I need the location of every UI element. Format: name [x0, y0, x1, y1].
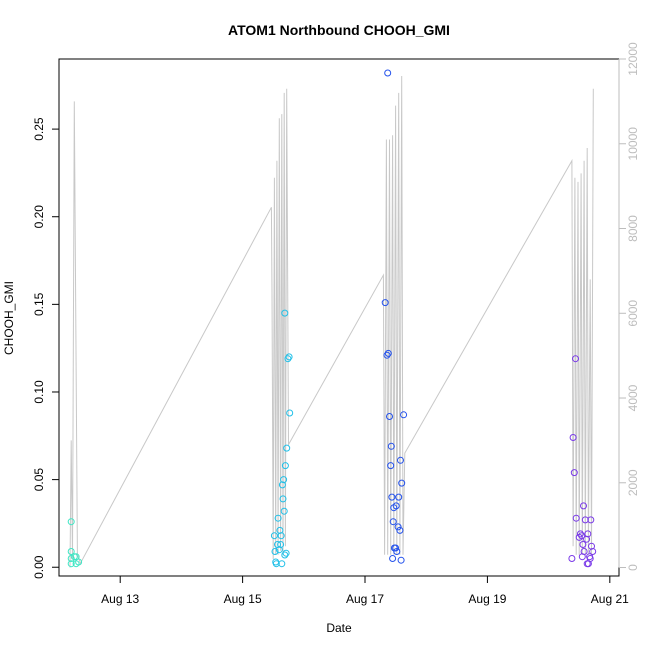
y-tick-label: 0.05 — [32, 468, 46, 492]
data-point-series-3 — [387, 442, 395, 450]
data-point-series-2 — [278, 481, 286, 489]
data-point-series-4 — [584, 530, 592, 538]
plot-area-frame — [58, 58, 620, 577]
y-axis: 0.00 0.05 0.10 0.15 0.20 0.25 — [32, 117, 60, 579]
data-point-series-4 — [569, 434, 577, 441]
data-point-series-1 — [67, 548, 75, 555]
data-point-series-2 — [278, 560, 286, 568]
data-point-series-4 — [583, 535, 591, 543]
data-point-series-1 — [67, 518, 75, 526]
data-point-series-2 — [271, 548, 279, 555]
data-point-series-3 — [381, 299, 389, 307]
data-point-series-3 — [389, 518, 397, 526]
x-tick-label: Aug 21 — [591, 592, 629, 606]
data-point-series-3 — [400, 411, 408, 419]
data-point-series-2 — [283, 444, 291, 452]
data-point-series-2 — [270, 532, 278, 540]
data-point-series-3 — [398, 479, 406, 487]
data-point-series-4 — [572, 514, 580, 522]
secondary-series-line — [69, 75, 594, 568]
scatter-series — [67, 69, 597, 568]
data-point-series-3 — [393, 548, 401, 555]
data-point-series-3 — [397, 556, 405, 564]
data-point-series-2 — [286, 409, 294, 417]
data-point-series-3 — [383, 351, 391, 359]
data-point-series-4 — [588, 542, 595, 550]
data-point-series-3 — [394, 523, 402, 531]
y2-axis: 0 2000 4000 6000 8000 10000 12000 — [618, 42, 640, 571]
data-point-series-4 — [568, 555, 576, 562]
data-point-series-2 — [275, 546, 283, 554]
data-point-series-2 — [280, 476, 288, 484]
x-tick-label: Aug 19 — [468, 592, 506, 606]
data-point-series-2 — [274, 514, 282, 522]
data-point-series-3 — [388, 493, 396, 501]
y-axis-label: CHOOH_GMI — [2, 281, 16, 355]
y-tick-label: 0.20 — [32, 205, 46, 229]
y2-tick-label: 2000 — [626, 469, 640, 496]
data-point-series-2 — [277, 532, 285, 540]
data-point-series-3 — [384, 69, 392, 77]
y2-tick-label: 10000 — [626, 127, 640, 161]
data-point-series-3 — [395, 493, 403, 501]
data-point-series-1 — [72, 553, 80, 561]
data-point-series-3 — [392, 544, 400, 552]
y2-tick-label: 6000 — [626, 300, 640, 327]
data-point-series-3 — [392, 502, 400, 510]
data-point-series-4 — [586, 555, 594, 562]
data-point-series-3 — [396, 526, 404, 534]
data-point-series-3 — [389, 555, 397, 562]
data-point-series-3 — [384, 349, 392, 357]
data-point-series-2 — [284, 355, 292, 363]
data-point-series-2 — [281, 462, 289, 470]
y2-tick-label: 0 — [626, 564, 640, 571]
y-tick-label: 0.00 — [32, 555, 46, 579]
data-point-series-4 — [580, 548, 588, 555]
data-point-series-4 — [579, 541, 587, 548]
y-tick-label: 0.10 — [32, 380, 46, 404]
data-point-series-4 — [576, 530, 584, 538]
chart-title: ATOM1 Northbound CHOOH_GMI — [228, 22, 450, 38]
data-point-series-4 — [572, 355, 579, 363]
data-point-series-4 — [587, 516, 595, 524]
data-point-series-2 — [277, 541, 285, 548]
data-point-series-2 — [282, 549, 290, 557]
y-tick-label: 0.15 — [32, 292, 46, 316]
data-point-series-2 — [281, 309, 289, 317]
x-axis-label: Date — [326, 621, 352, 635]
data-point-series-3 — [387, 462, 395, 470]
x-tick-label: Aug 15 — [224, 592, 262, 606]
data-point-series-1 — [67, 560, 75, 568]
data-point-series-4 — [578, 532, 586, 540]
data-point-series-3 — [386, 413, 393, 420]
x-axis: Aug 13 Aug 15 Aug 17 Aug 19 Aug 21 — [101, 575, 629, 606]
data-point-series-4 — [589, 548, 597, 555]
data-point-series-2 — [281, 551, 289, 559]
x-tick-label: Aug 17 — [346, 592, 384, 606]
y2-tick-label: 8000 — [626, 215, 640, 242]
data-point-series-3 — [397, 456, 404, 464]
secondary-series — [69, 75, 594, 568]
data-point-series-2 — [280, 507, 288, 515]
data-point-series-2 — [279, 495, 287, 503]
y-tick-label: 0.25 — [32, 117, 46, 141]
data-point-series-2 — [285, 353, 293, 361]
data-point-series-4 — [580, 502, 587, 510]
data-point-series-4 — [570, 469, 578, 477]
y2-tick-label: 12000 — [626, 42, 640, 76]
x-tick-label: Aug 13 — [101, 592, 139, 606]
y2-tick-label: 4000 — [626, 384, 640, 411]
